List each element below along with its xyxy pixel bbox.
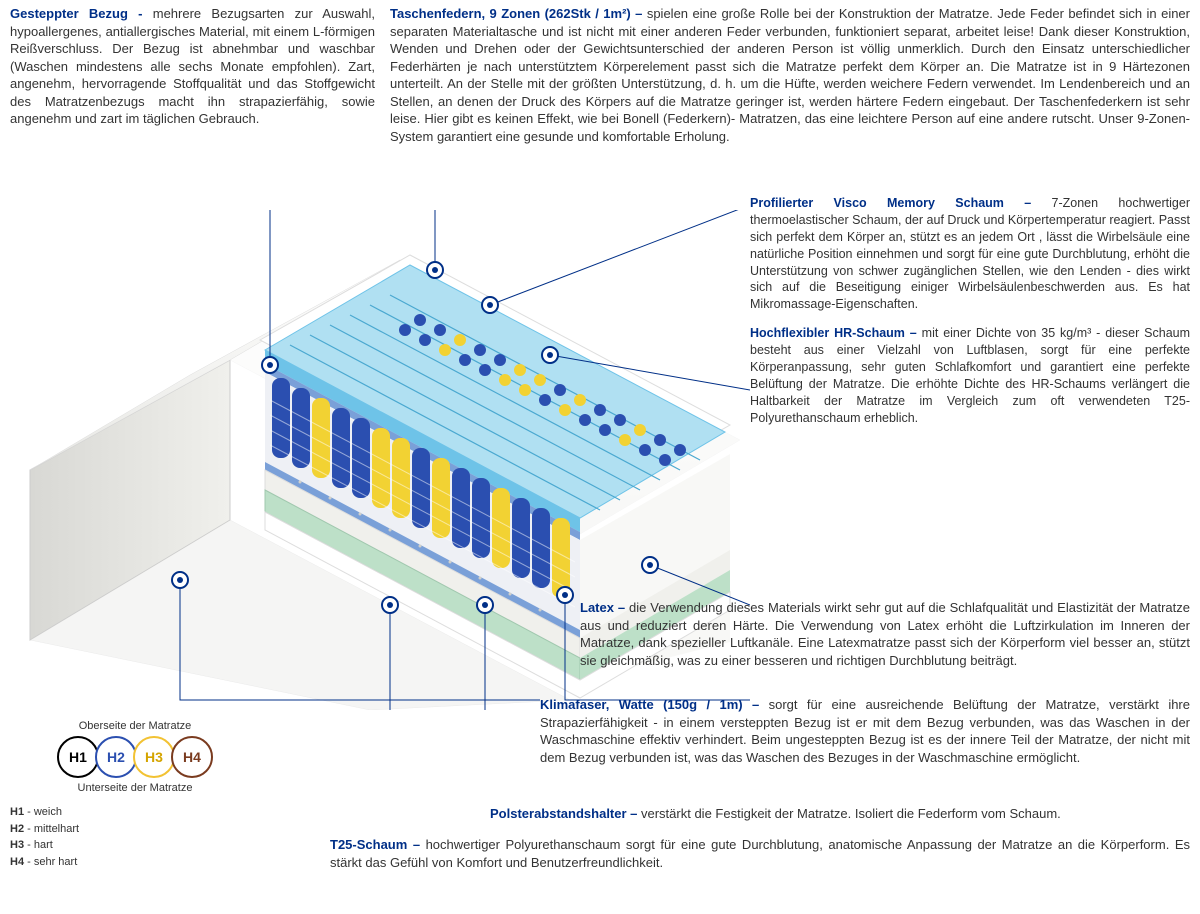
visco-body: 7-Zonen hochwertiger thermoelastischer S… [750, 196, 1190, 311]
hardness-h3: H3 [133, 736, 175, 778]
latex-title: Latex – [580, 600, 629, 615]
hardness-list: H1 - weich H2 - mittelhart H3 - hart H4 … [10, 804, 260, 870]
latex-body: die Verwendung dieses Materials wirkt se… [580, 600, 1190, 668]
desc-visco: Profilierter Visco Memory Schaum – 7-Zon… [750, 195, 1190, 313]
cover-description: Gesteppter Bezug - mehrere Bezugsarten z… [10, 5, 390, 145]
springs-description: Taschenfedern, 9 Zonen (262Stk / 1m²) – … [390, 5, 1190, 145]
hardness-h4: H4 [171, 736, 213, 778]
desc-latex: Latex – die Verwendung dieses Materials … [580, 599, 1190, 669]
desc-hr: Hochflexibler HR-Schaum – mit einer Dich… [750, 325, 1190, 426]
hardness-legend: Oberseite der Matratze H1 H2 H3 H4 Unter… [10, 720, 260, 870]
polster-title: Polsterabstandshalter – [490, 806, 641, 821]
t25-title: T25-Schaum – [330, 837, 426, 852]
klima-title: Klimafaser, Watte (150g / 1m) – [540, 697, 769, 712]
desc-klima: Klimafaser, Watte (150g / 1m) – sorgt fü… [540, 696, 1190, 766]
visco-title: Profilierter Visco Memory Schaum – [750, 196, 1052, 210]
hardness-h1: H1 [57, 736, 99, 778]
hardness-circles: H1 H2 H3 H4 [10, 736, 260, 778]
polster-body: verstärkt die Festigkeit der Matratze. I… [641, 806, 1061, 821]
springs-body: spielen eine große Rolle bei der Konstru… [390, 6, 1190, 144]
desc-t25: T25-Schaum – hochwertiger Polyurethansch… [330, 836, 1190, 871]
desc-polster: Polsterabstandshalter – verstärkt die Fe… [490, 805, 1190, 823]
cover-body: mehrere Bezugsarten zur Auswahl, hypoall… [10, 6, 375, 126]
hr-title: Hochflexibler HR-Schaum – [750, 326, 922, 340]
t25-body: hochwertiger Polyurethanschaum sorgt für… [330, 837, 1190, 870]
layer-descriptions: Profilierter Visco Memory Schaum – 7-Zon… [750, 195, 1190, 438]
springs-title: Taschenfedern, 9 Zonen (262Stk / 1m²) – [390, 6, 647, 21]
hr-body: mit einer Dichte von 35 kg/m³ - dieser S… [750, 326, 1190, 424]
hardness-bottom-label: Unterseite der Matratze [10, 782, 260, 794]
hardness-top-label: Oberseite der Matratze [10, 720, 260, 732]
cover-title: Gesteppter Bezug - [10, 6, 153, 21]
top-text-row: Gesteppter Bezug - mehrere Bezugsarten z… [0, 0, 1200, 145]
hardness-h2: H2 [95, 736, 137, 778]
